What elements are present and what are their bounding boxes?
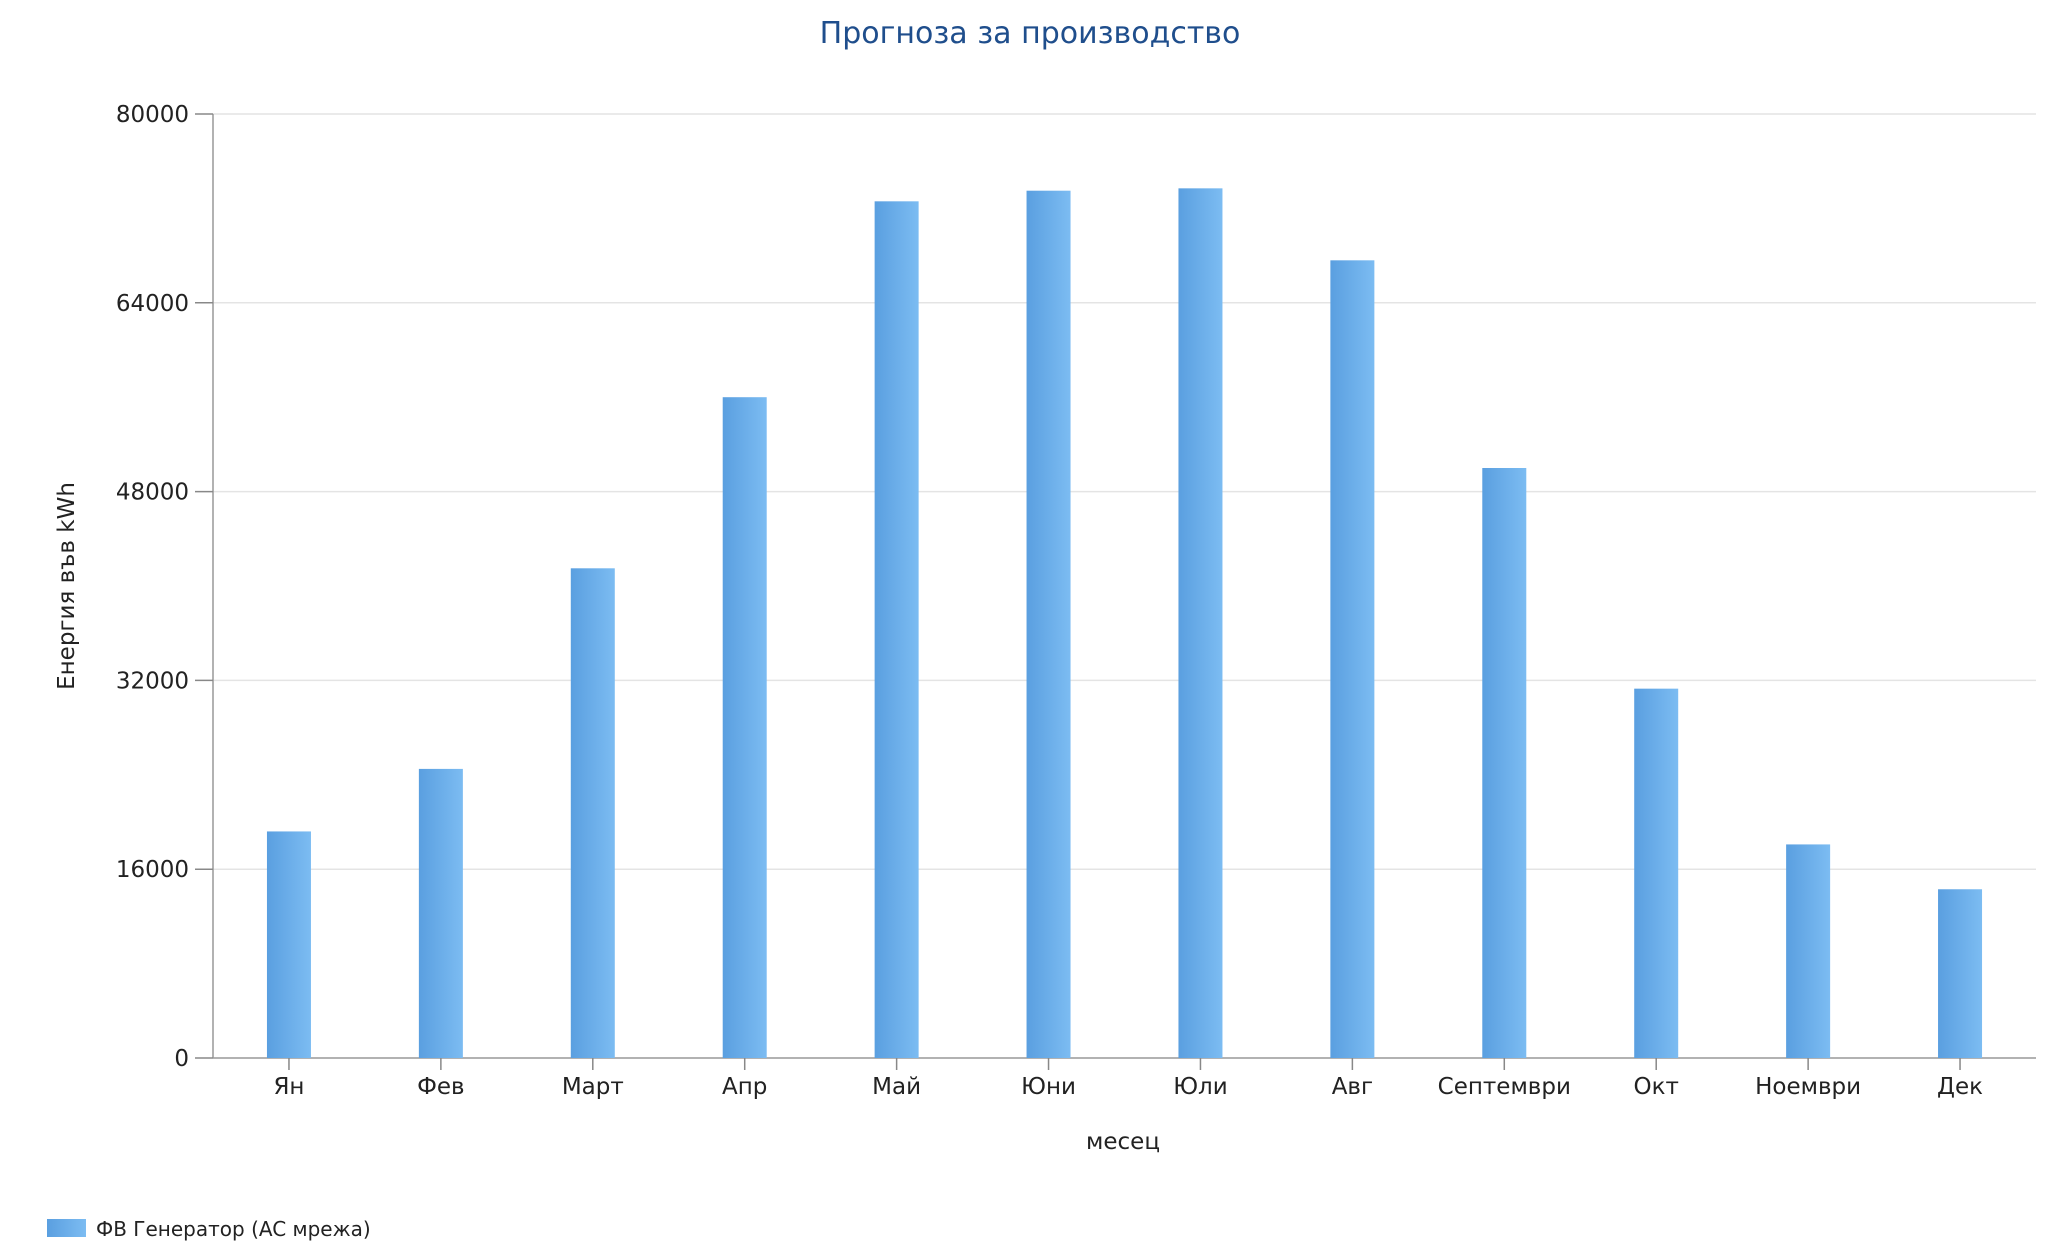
bar <box>1482 468 1527 1058</box>
x-tick-label: Септември <box>1438 1074 1571 1100</box>
bar <box>1026 190 1071 1058</box>
axes <box>212 114 2036 1059</box>
bar <box>1786 844 1831 1058</box>
bar <box>1938 889 1983 1058</box>
x-tick-label: Фев <box>417 1074 465 1100</box>
x-tick-label: Ян <box>273 1074 304 1100</box>
bar <box>874 201 919 1058</box>
bar <box>1178 188 1223 1059</box>
y-axis-title: Енергия във kWh <box>54 482 80 690</box>
x-axis-ticks: Ян Фев Март Апр Май Юни Юли Авг Септември Окт Ноем… <box>273 1058 1983 1100</box>
x-tick-label: Юни <box>1021 1074 1076 1100</box>
bar <box>266 831 311 1058</box>
x-tick-label: Март <box>562 1074 624 1100</box>
y-tick-label: 48000 <box>116 480 189 506</box>
bar <box>1634 688 1679 1058</box>
y-tick-label: 0 <box>174 1046 189 1072</box>
x-tick-label: Апр <box>722 1074 767 1100</box>
x-tick-label: Авг <box>1332 1074 1373 1100</box>
y-tick-label: 80000 <box>116 102 189 128</box>
x-tick-label: Ноември <box>1755 1074 1861 1100</box>
y-tick-label: 32000 <box>116 668 189 694</box>
grid-lines <box>213 113 2036 870</box>
x-tick-label: Юли <box>1173 1074 1227 1100</box>
legend-swatch <box>47 1219 86 1237</box>
bar <box>418 768 463 1058</box>
x-axis-title: месец <box>1086 1129 1160 1155</box>
bar <box>570 568 615 1058</box>
legend: ФВ Генератор (AC мрежа) <box>47 1217 371 1241</box>
bar <box>1330 260 1375 1058</box>
bar <box>722 397 767 1058</box>
legend-label: ФВ Генератор (AC мрежа) <box>96 1217 371 1241</box>
y-axis-ticks: 0 16000 32000 48000 64000 80000 <box>116 102 213 1072</box>
bars <box>266 188 1983 1059</box>
y-tick-label: 64000 <box>116 291 189 317</box>
x-tick-label: Май <box>872 1074 921 1100</box>
x-tick-label: Дек <box>1937 1074 1983 1100</box>
chart-title: Прогноза за производство <box>820 16 1241 51</box>
y-tick-label: 16000 <box>116 857 189 883</box>
x-tick-label: Окт <box>1634 1074 1679 1100</box>
